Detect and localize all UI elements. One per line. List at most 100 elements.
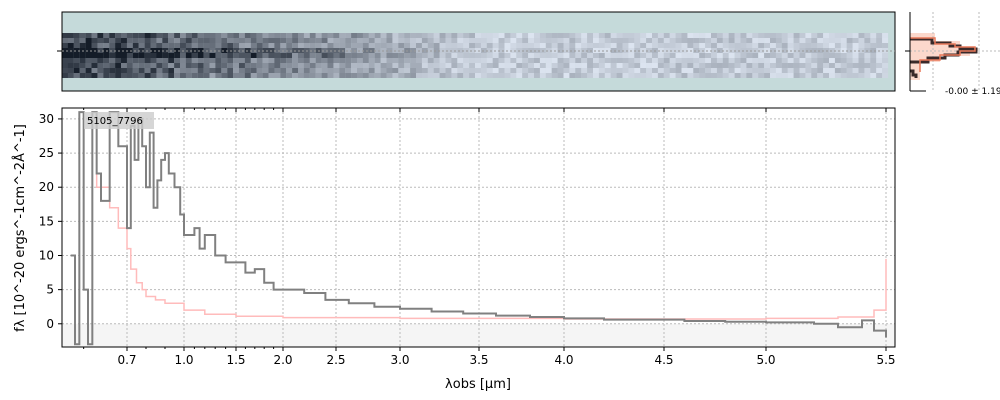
spectrum-2d-pixel — [616, 38, 623, 43]
spectrum-2d-pixel — [734, 38, 741, 43]
spectrum-2d-pixel — [610, 63, 617, 68]
spectrum-2d-pixel — [563, 58, 570, 63]
spectrum-2d-pixel — [534, 53, 540, 58]
spectrum-2d-pixel — [239, 63, 245, 68]
spectrum-2d-pixel — [380, 58, 387, 63]
spectrum-2d-pixel — [799, 33, 806, 38]
spectrum-2d-pixel — [705, 43, 712, 48]
spectrum-2d-pixel — [699, 43, 706, 48]
spectrum-2d-pixel — [351, 38, 358, 43]
spectrum-2d-pixel — [534, 38, 540, 43]
spectrum-2d-pixel — [162, 73, 169, 78]
spectrum-2d-pixel — [882, 33, 889, 38]
spectrum-2d-pixel — [185, 58, 192, 63]
spectrum-2d-pixel — [864, 53, 871, 58]
spectrum-2d-pixel — [121, 43, 127, 48]
spectrum-2d-pixel — [492, 68, 499, 73]
spectrum-2d-pixel — [433, 53, 440, 58]
spectrum-2d-pixel — [669, 58, 676, 63]
spectrum-2d-pixel — [445, 58, 452, 63]
spectrum-2d-pixel — [492, 33, 499, 38]
spectrum-2d-pixel — [475, 68, 481, 73]
inset-data-histogram — [910, 37, 978, 64]
spectrum-2d-pixel — [62, 43, 68, 48]
spectrum-2d-pixel — [640, 43, 647, 48]
spectrum-2d-pixel — [504, 43, 511, 48]
spectrum-2d-pixel — [852, 53, 859, 58]
spectrum-2d-pixel — [469, 73, 476, 78]
spectrum-2d-pixel — [793, 58, 800, 63]
spectrum-2d-pixel — [227, 58, 234, 63]
spectrum-2d-pixel — [722, 63, 729, 68]
spectrum-2d-pixel — [716, 73, 723, 78]
spectrum-2d-pixel — [545, 43, 552, 48]
spectrum-2d-pixel — [410, 43, 417, 48]
spectrum-2d-pixel — [144, 33, 151, 38]
spectrum-2d-pixel — [593, 38, 599, 43]
spectrum-2d-pixel — [622, 43, 629, 48]
spectrum-2d-pixel — [775, 33, 782, 38]
spectrum-2d-pixel — [646, 43, 653, 48]
spectrum-2d-pixel — [781, 53, 788, 58]
spectrum-2d-pixel — [79, 43, 86, 48]
spectrum-2d-pixel — [829, 63, 835, 68]
spectrum-2d-pixel — [746, 73, 753, 78]
spectrum-2d-pixel — [451, 58, 458, 63]
spectrum-2d-pixel — [740, 53, 747, 58]
spectrum-2d-pixel — [109, 58, 116, 63]
spectrum-2d-pixel — [752, 58, 759, 63]
spectrum-2d-pixel — [368, 63, 375, 68]
spectrum-2d-pixel — [168, 68, 175, 73]
spectrum-2d-pixel — [528, 63, 535, 68]
spectrum-2d-pixel — [221, 38, 228, 43]
spectrum-2d-pixel — [274, 38, 281, 43]
spectrum-2d-pixel — [728, 33, 735, 38]
spectrum-2d-pixel — [185, 53, 192, 58]
spectrum-2d-pixel — [734, 48, 741, 53]
spectrum-2d-pixel — [793, 68, 800, 73]
spectrum-2d-pixel — [522, 63, 529, 68]
spectrum-2d-pixel — [498, 43, 505, 48]
spectrum-2d-pixel — [510, 73, 517, 78]
spectrum-2d-pixel — [811, 53, 818, 58]
spectrum-2d-pixel — [67, 58, 74, 63]
spectrum-2d-pixel — [870, 68, 877, 73]
spectrum-2d-pixel — [569, 63, 576, 68]
spectrum-2d-pixel — [823, 38, 830, 43]
spectrum-2d-pixel — [227, 53, 234, 58]
spectrum-2d-pixel — [475, 73, 481, 78]
spectrum-2d-pixel — [333, 48, 340, 53]
spectrum-2d-pixel — [563, 33, 570, 38]
spectrum-2d-pixel — [539, 33, 546, 38]
spectrum-2d-pixel — [292, 33, 299, 38]
spectrum-2d-pixel — [386, 73, 393, 78]
spectrum-2d-pixel — [97, 73, 104, 78]
spectrum-2d-pixel — [244, 38, 251, 43]
spectrum-2d-pixel — [156, 38, 163, 43]
spectrum-2d-pixel — [103, 63, 110, 68]
spectrum-2d-pixel — [498, 48, 505, 53]
spectrum-2d-pixel — [864, 33, 871, 38]
spectrum-2d-pixel — [711, 53, 717, 58]
spectrum-2d-pixel — [610, 73, 617, 78]
spectrum-2d-pixel — [864, 68, 871, 73]
spectrum-2d-pixel — [357, 38, 363, 43]
spectrum-2d-pixel — [628, 63, 635, 68]
spectrum-2d-pixel — [510, 33, 517, 38]
spectrum-2d-pixel — [604, 68, 611, 73]
spectrum-2d-pixel — [652, 43, 658, 48]
spectrum-2d-pixel — [569, 38, 576, 43]
spectrum-2d-pixel — [604, 63, 611, 68]
spectrum-2d-pixel — [79, 73, 86, 78]
spectrum-2d-pixel — [315, 73, 322, 78]
spectrum-1d-panel: 0 5 10 15 20 25 30 0.7 1.0 1.5 2.0 2.5 3.0 3.5 4.0 4.5 5… — [39, 107, 896, 367]
spectrum-2d-pixel — [858, 53, 865, 58]
spectrum-2d-pixel — [492, 73, 499, 78]
spectrum-2d-pixel — [775, 43, 782, 48]
spectrum-2d-pixel — [121, 53, 127, 58]
spectrum-2d-pixel — [250, 38, 257, 43]
spectrum-2d-pixel — [451, 38, 458, 43]
spectrum-2d-pixel — [174, 43, 181, 48]
spectrum-2d-pixel — [687, 63, 694, 68]
spectrum-2d-pixel — [516, 43, 523, 48]
